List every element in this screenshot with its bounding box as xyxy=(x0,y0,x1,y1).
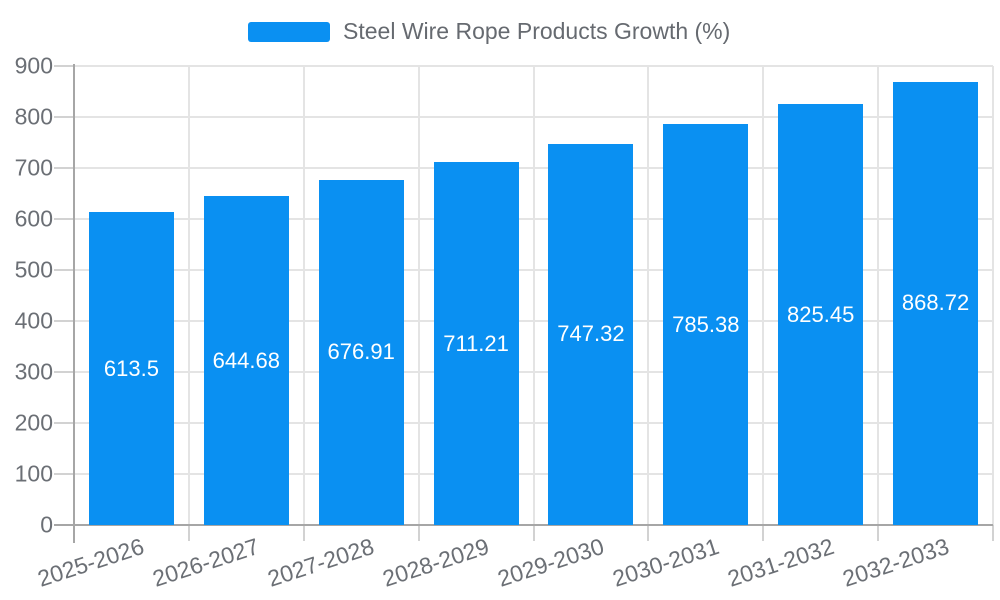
x-axis-tick-label: 2026-2027 xyxy=(149,533,263,592)
y-tick-mark xyxy=(54,320,74,322)
x-gridline xyxy=(187,66,190,525)
bar[interactable] xyxy=(778,104,864,525)
bar[interactable] xyxy=(663,124,749,525)
y-axis-tick-label: 100 xyxy=(14,460,53,487)
y-tick-mark xyxy=(54,218,74,220)
bar-value-label: 747.32 xyxy=(557,321,625,347)
y-axis-tick-label: 200 xyxy=(14,409,53,436)
bar-value-label: 613.5 xyxy=(103,355,159,381)
x-gridline xyxy=(992,66,994,525)
x-gridline xyxy=(877,66,880,525)
legend-item[interactable]: Steel Wire Rope Products Growth (%) xyxy=(248,18,730,45)
bar[interactable] xyxy=(88,212,174,525)
x-gridline xyxy=(762,66,765,525)
bar[interactable] xyxy=(433,162,519,525)
bar-value-label: 676.91 xyxy=(327,339,395,365)
y-axis-tick-label: 300 xyxy=(14,358,53,385)
legend-label: Steel Wire Rope Products Growth (%) xyxy=(343,18,731,44)
x-gridline xyxy=(532,66,535,525)
x-gridline xyxy=(417,66,420,525)
y-tick-mark xyxy=(54,422,74,424)
x-gridline xyxy=(302,66,305,525)
y-tick-mark xyxy=(54,116,74,118)
y-tick-mark xyxy=(54,473,74,475)
x-axis-tick-label: 2027-2028 xyxy=(264,533,378,592)
x-axis-tick-label: 2029-2030 xyxy=(494,533,607,592)
x-axis-tick-label: 2025-2026 xyxy=(34,533,148,592)
x-axis-tick-label: 2031-2032 xyxy=(724,533,837,592)
x-tick-mark xyxy=(417,525,420,541)
bar-value-label: 644.68 xyxy=(212,347,280,373)
x-tick-mark xyxy=(532,525,535,541)
x-tick-mark xyxy=(302,525,305,541)
bar[interactable] xyxy=(548,143,634,525)
bar-value-label: 825.45 xyxy=(787,301,855,327)
bar-value-label: 785.38 xyxy=(672,311,740,337)
x-axis-tick-label: 2028-2029 xyxy=(379,533,493,592)
y-axis-line xyxy=(73,64,75,543)
bar[interactable] xyxy=(893,81,979,525)
x-tick-mark xyxy=(992,525,994,541)
x-axis-tick-label: 2030-2031 xyxy=(609,533,722,592)
y-axis-tick-label: 600 xyxy=(14,205,53,232)
x-tick-mark xyxy=(762,525,765,541)
x-tick-mark xyxy=(647,525,650,541)
y-tick-mark xyxy=(54,371,74,373)
legend-swatch-icon xyxy=(248,21,330,42)
bar-value-label: 711.21 xyxy=(443,330,509,356)
y-tick-mark xyxy=(54,65,74,67)
y-tick-mark xyxy=(54,269,74,271)
bar[interactable] xyxy=(203,196,289,525)
y-axis-tick-label: 0 xyxy=(40,511,53,538)
y-axis-tick-label: 700 xyxy=(14,154,53,181)
x-axis-line xyxy=(54,524,993,526)
y-tick-mark xyxy=(54,167,74,169)
y-axis-tick-label: 500 xyxy=(14,256,53,283)
x-gridline xyxy=(647,66,650,525)
bar[interactable] xyxy=(318,179,404,525)
y-axis-tick-label: 900 xyxy=(14,52,53,79)
x-axis-tick-label: 2032-2033 xyxy=(838,533,952,592)
x-tick-mark xyxy=(877,525,880,541)
bar-value-label: 868.72 xyxy=(901,290,970,316)
y-axis-tick-label: 400 xyxy=(14,307,53,334)
x-tick-mark xyxy=(187,525,190,541)
y-axis-tick-label: 800 xyxy=(14,103,53,130)
